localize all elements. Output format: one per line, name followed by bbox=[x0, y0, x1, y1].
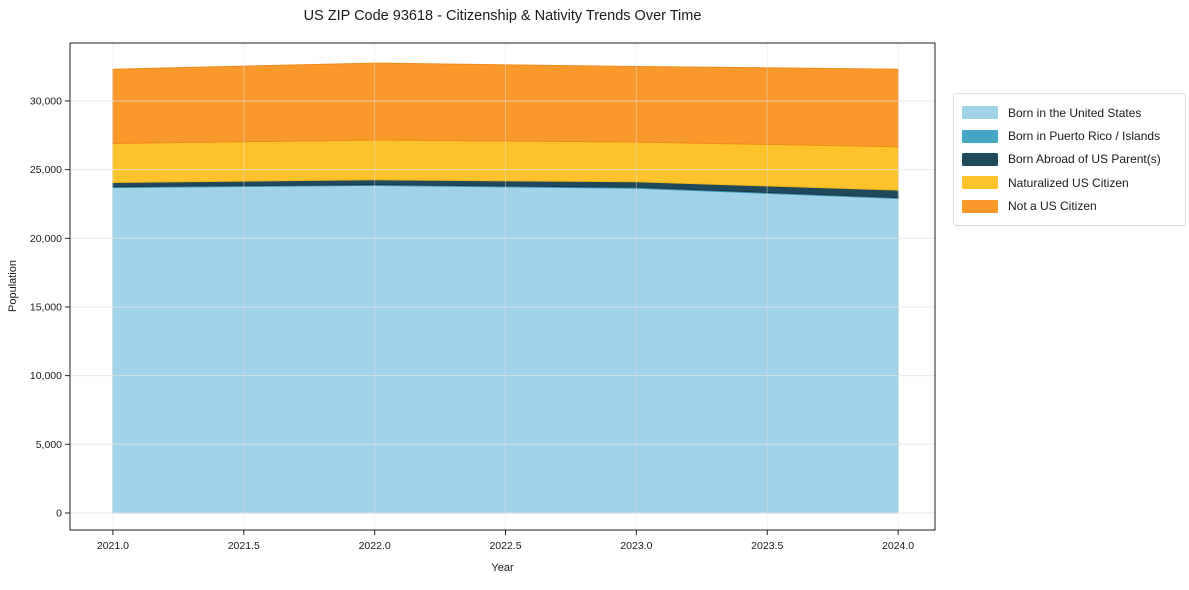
legend-swatch bbox=[962, 129, 998, 143]
x-axis-label: Year bbox=[491, 562, 514, 574]
y-tick-label: 5,000 bbox=[36, 439, 62, 451]
x-tick-label: 2023.5 bbox=[751, 540, 783, 552]
legend: Born in the United States Born in Puerto… bbox=[953, 93, 1186, 226]
x-tick-label: 2022.0 bbox=[359, 540, 391, 552]
x-tick-label: 2023.0 bbox=[620, 540, 652, 552]
chart-title: US ZIP Code 93618 - Citizenship & Nativi… bbox=[303, 8, 702, 24]
legend-item-label: Born in the United States bbox=[1008, 105, 1142, 120]
x-tick-label: 2024.0 bbox=[882, 540, 914, 552]
y-tick-label: 0 bbox=[56, 507, 62, 519]
y-tick-label: 20,000 bbox=[30, 233, 62, 245]
area-series-4 bbox=[112, 62, 899, 148]
legend-item: Born in the United States bbox=[962, 101, 1177, 124]
y-tick-label: 15,000 bbox=[30, 301, 62, 313]
legend-swatch bbox=[962, 106, 998, 120]
legend-item-label: Born Abroad of US Parent(s) bbox=[1008, 152, 1161, 167]
legend-item: Born Abroad of US Parent(s) bbox=[962, 148, 1177, 171]
y-tick-label: 10,000 bbox=[30, 370, 62, 382]
x-tick-label: 2021.0 bbox=[97, 540, 129, 552]
plot-border bbox=[69, 42, 936, 531]
legend-item: Naturalized US Citizen bbox=[962, 171, 1177, 194]
y-tick-label: 30,000 bbox=[30, 95, 62, 107]
x-tick-label: 2021.5 bbox=[228, 540, 260, 552]
legend-item-label: Naturalized US Citizen bbox=[1008, 175, 1129, 190]
y-axis-label: Population bbox=[7, 260, 19, 312]
x-tick-label: 2022.5 bbox=[489, 540, 521, 552]
legend-swatch bbox=[962, 152, 998, 166]
legend-swatch bbox=[962, 176, 998, 190]
y-tick-label: 25,000 bbox=[30, 164, 62, 176]
legend-swatch bbox=[962, 199, 998, 213]
legend-item: Not a US Citizen bbox=[962, 195, 1177, 218]
legend-item-label: Not a US Citizen bbox=[1008, 199, 1097, 214]
legend-item-label: Born in Puerto Rico / Islands bbox=[1008, 129, 1161, 144]
legend-item: Born in Puerto Rico / Islands bbox=[962, 124, 1177, 147]
